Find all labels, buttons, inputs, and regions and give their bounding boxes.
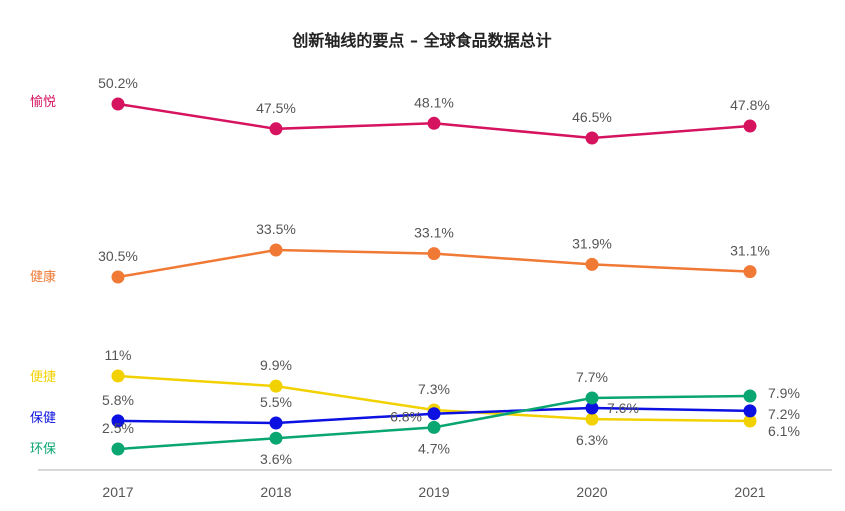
data-label: 5.8% [102,392,134,408]
data-point [585,131,599,145]
data-point [427,420,441,434]
data-point [585,391,599,405]
series-label-4: 保健 [30,411,56,426]
data-label: 6.3% [576,432,608,448]
x-tick-labels: 2017 2018 2019 2020 2021 [102,484,765,500]
data-label: 4.7% [418,440,450,456]
data-point [269,379,283,393]
data-point [111,414,125,428]
series-lines [117,102,751,451]
data-label: 48.1% [414,94,454,110]
data-label: 7.6% [607,400,639,416]
data-point [743,404,757,418]
data-label: 7.9% [768,385,800,401]
data-label: 6.1% [768,423,800,439]
data-point [111,97,125,111]
data-label: 7.7% [576,369,608,385]
data-point [585,412,599,426]
data-label: 31.9% [572,235,612,251]
series-label-5: 环保 [30,442,56,457]
series-label-2: 健康 [30,269,56,285]
data-label: 6.8% [390,409,422,425]
x-tick-label: 2017 [102,484,133,500]
data-point [743,265,757,279]
data-point [111,442,125,456]
data-point [269,122,283,136]
series-label-1: 愉悦 [30,94,56,110]
data-point [585,257,599,271]
data-point [427,247,441,261]
data-point [743,389,757,403]
data-label: 47.8% [730,97,770,113]
series-label-3: 便捷 [30,370,56,385]
data-label: 9.9% [260,357,292,373]
x-tick-label: 2020 [576,484,607,500]
data-point [269,416,283,430]
data-label: 47.5% [256,100,296,116]
x-tick-label: 2018 [260,484,291,500]
data-label: 31.1% [730,243,770,259]
data-point [111,270,125,284]
data-point [427,116,441,130]
data-label: 3.6% [260,451,292,467]
data-label: 33.1% [414,225,454,241]
data-point [427,407,441,421]
data-label: 7.2% [768,406,800,422]
x-tick-label: 2019 [418,484,449,500]
series-markers [111,97,757,456]
data-label: 30.5% [98,248,138,264]
data-point [269,431,283,445]
data-label: 2.5% [102,420,134,436]
data-labels: 50.2% 47.5% 48.1% 46.5% 47.8% 30.5% 33.5% 33.1%… [98,75,800,467]
x-tick-label: 2021 [734,484,765,500]
data-point [743,414,757,428]
data-point [269,243,283,257]
chart-title: 创新轴线的要点 – 全球食品数据总计 [291,31,551,50]
data-label: 11% [105,347,132,363]
data-point [585,401,599,415]
data-point [743,119,757,133]
data-label: 50.2% [98,75,138,91]
data-label: 46.5% [572,109,612,125]
data-point [111,369,125,383]
data-label: 7.3% [418,381,450,397]
data-label: 5.5% [260,394,292,410]
data-label: 33.5% [256,221,296,237]
